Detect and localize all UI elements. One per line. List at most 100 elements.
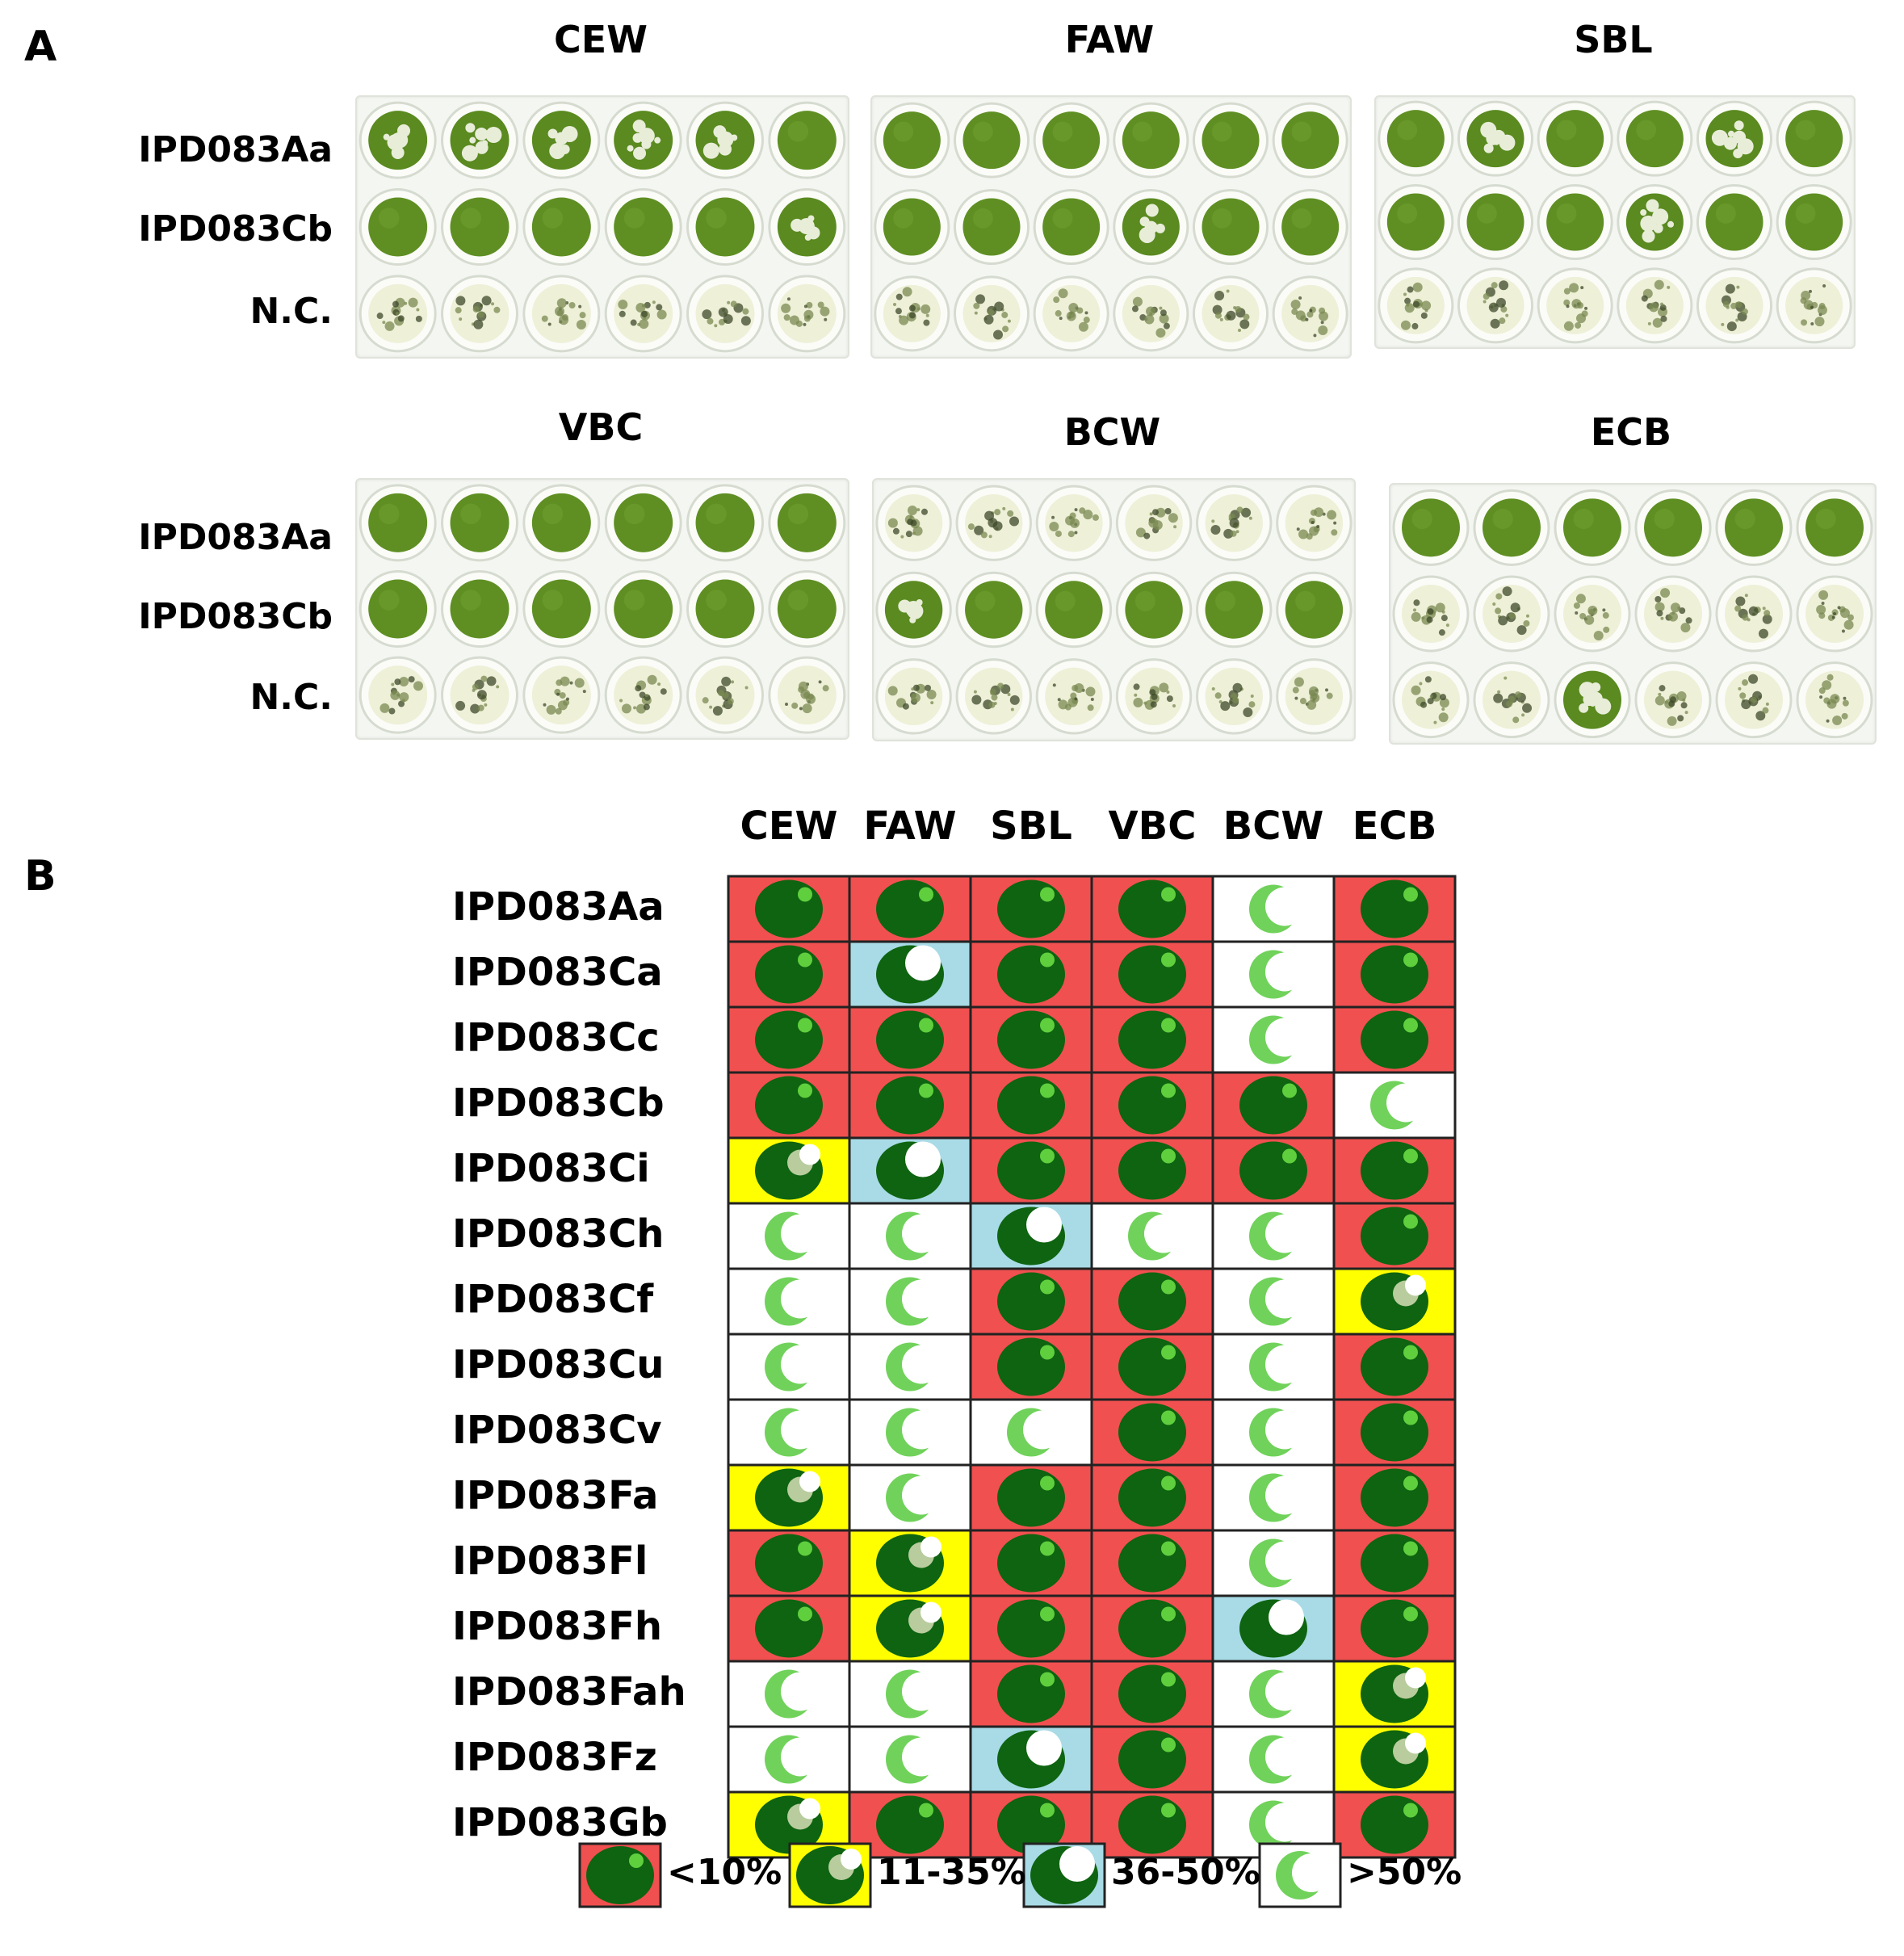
leaf-disc-well [1457,100,1534,177]
column-header: BCW [1223,804,1324,849]
grid-cell [727,1529,851,1597]
grid-cell [848,1398,972,1467]
leaf-disc-well [1196,658,1273,735]
row-label: IPD083Fh [452,1604,663,1649]
leaf-disc-well [1537,267,1613,344]
leaf-disc-well [1192,102,1269,178]
leaf-disc-well [686,484,764,562]
grid-cell [727,1071,851,1140]
grid-cell [1332,1136,1457,1205]
leaf-disc-well [1378,100,1454,177]
leaf-disc-well [1192,275,1269,352]
leaf-disc-well [686,188,764,266]
grid-cell [848,1660,972,1728]
grid-cell [1211,1005,1336,1074]
plate-row-label: IPD083Cb [138,208,333,250]
grid-cell [969,1398,1093,1467]
leaf-disc-well [1617,267,1693,344]
grid-cell [1211,1267,1336,1336]
leaf-disc-well [1113,102,1189,178]
row-label: IPD083Fz [452,1735,657,1780]
leaf-disc-well [359,188,437,266]
leaf-disc-well [1796,575,1873,653]
leaf-disc-well [1113,275,1189,352]
grid-cell [727,1333,851,1401]
leaf-disc-well [1276,485,1353,561]
grid-cell [1211,1333,1336,1401]
plate-title: BCW [1063,410,1161,454]
leaf-disc-well [1796,489,1873,566]
leaf-disc-well [1696,183,1773,261]
grid-cell [848,1202,972,1270]
grid-cell [848,1071,972,1140]
plate-row-label: N.C. [250,677,333,718]
leaf-disc-well [1113,188,1189,266]
row-label: IPD083Fa [452,1473,659,1518]
leaf-disc-well [1035,658,1113,735]
grid-cell [969,1660,1093,1728]
leaf-disc-well [686,275,764,353]
grid-cell [1211,1136,1336,1205]
leaf-disc-well [1272,102,1348,178]
grid-cell [727,1790,851,1859]
leaf-disc-well [604,275,682,353]
grid-cell [1332,1071,1457,1140]
grid-cell [969,1725,1093,1794]
leaf-disc-well [522,188,601,266]
leaf-disc-well [1715,661,1793,739]
leaf-disc-well [604,656,682,734]
grid-cell [848,1136,972,1205]
grid-cell [1211,875,1336,943]
plate-title: ECB [1590,410,1672,454]
leaf-disc-well [1617,100,1693,177]
row-label: IPD083Ch [452,1211,665,1257]
leaf-disc-well [1696,267,1773,344]
leaf-disc-well [1272,275,1348,352]
leaf-disc-well [1033,188,1109,266]
row-label: IPD083Aa [452,884,665,930]
grid-cell [969,1267,1093,1336]
grid-cell [727,1136,851,1205]
leaf-disc-well [1392,575,1470,653]
leaf-disc-well [686,570,764,648]
grid-cell [848,1333,972,1401]
row-label: IPD083Cc [452,1015,660,1060]
leaf-disc-well [522,101,601,179]
legend-item [1258,1842,1342,1908]
grid-cell [727,875,851,943]
grid-cell [1090,1594,1214,1663]
legend-item [1022,1842,1106,1908]
column-header: ECB [1352,804,1437,849]
grid-cell [969,1529,1093,1597]
grid-cell [1211,1725,1336,1794]
grid-cell [848,875,972,943]
row-label: IPD083Cf [452,1277,654,1322]
leaf-disc-well [955,658,1032,735]
grid-cell [1332,875,1457,943]
row-label: IPD083Ci [452,1146,650,1191]
row-label: IPD083Cb [452,1081,665,1126]
grid-cell [1332,1333,1457,1401]
leaf-disc-well [686,656,764,734]
grid-cell [848,1594,972,1663]
grid-cell [727,1594,851,1663]
grid-cell [1090,1725,1214,1794]
row-label: IPD083Ca [452,950,663,995]
leaf-disc-well [359,275,437,353]
plate-title: FAW [1064,18,1155,61]
leaf-disc-well [359,101,437,179]
grid-cell [848,1725,972,1794]
plate-wells [359,101,846,353]
leaf-disc-well [1776,183,1852,261]
leaf-disc-well [768,101,846,179]
leaf-disc-well [875,571,952,649]
leaf-disc-well [1392,661,1470,739]
leaf-disc-well [1715,575,1793,653]
grid-cell [1332,1202,1457,1270]
leaf-disc-well [1033,275,1109,352]
grid-cell [969,1594,1093,1663]
legend-label: >50% [1347,1852,1462,1893]
leaf-disc-well [604,484,682,562]
grid-cell [1090,1267,1214,1336]
leaf-disc-well [1554,575,1631,653]
